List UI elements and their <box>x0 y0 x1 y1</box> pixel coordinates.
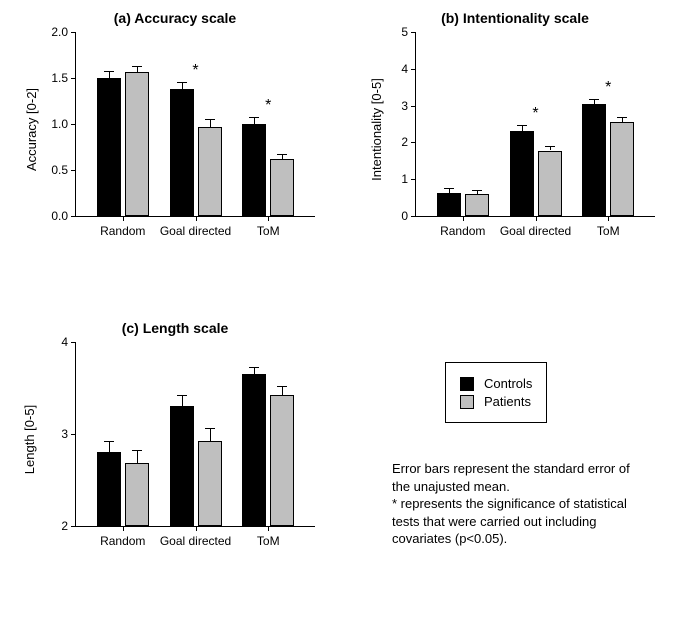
xtick-label: Goal directed <box>160 526 231 548</box>
significance-marker: * <box>605 79 611 97</box>
legend: Controls Patients <box>445 362 547 423</box>
significance-marker: * <box>192 62 198 80</box>
ytick-label: 3 <box>61 427 76 441</box>
bar-controls <box>510 131 534 216</box>
ytick-label: 2.0 <box>51 25 76 39</box>
bar-controls <box>97 78 121 216</box>
ytick-label: 1.0 <box>51 117 76 131</box>
panel-c-title: (c) Length scale <box>20 320 330 336</box>
legend-item-patients: Patients <box>460 394 532 409</box>
xtick-label: ToM <box>257 216 280 238</box>
xtick-label: Random <box>100 526 145 548</box>
bar-controls <box>242 374 266 526</box>
ytick-label: 5 <box>401 25 416 39</box>
xtick-label: Random <box>440 216 485 238</box>
xtick-label: ToM <box>597 216 620 238</box>
bar-controls <box>97 452 121 526</box>
panel-a: (a) Accuracy scale Accuracy [0-2] 0.00.5… <box>20 10 330 232</box>
panel-b: (b) Intentionality scale Intentionality … <box>360 10 670 232</box>
bar-patients <box>125 463 149 526</box>
caption-line: Error bars represent the standard error … <box>392 460 672 478</box>
legend-swatch-patients <box>460 395 474 409</box>
caption-line: the unajusted mean. <box>392 478 672 496</box>
legend-label-controls: Controls <box>484 376 532 391</box>
ytick-label: 2 <box>61 519 76 533</box>
panel-c-ylabel: Length [0-5] <box>22 405 37 474</box>
panel-a-ylabel: Accuracy [0-2] <box>24 88 39 171</box>
bar-controls <box>582 104 606 216</box>
bar-patients <box>198 127 222 216</box>
xtick-label: ToM <box>257 526 280 548</box>
bar-controls <box>170 89 194 216</box>
bar-patients <box>538 151 562 217</box>
caption-line: covariates (p<0.05). <box>392 530 672 548</box>
bar-controls <box>242 124 266 216</box>
significance-marker: * <box>532 105 538 123</box>
panel-c-plot: 234RandomGoal directedToM <box>75 342 315 527</box>
legend-label-patients: Patients <box>484 394 531 409</box>
bar-patients <box>270 159 294 216</box>
caption-line: tests that were carried out including <box>392 513 672 531</box>
bar-patients <box>270 395 294 526</box>
panel-b-plot: 012345RandomGoal directed*ToM* <box>415 32 655 217</box>
panel-b-title: (b) Intentionality scale <box>360 10 670 26</box>
xtick-label: Random <box>100 216 145 238</box>
bar-controls <box>170 406 194 526</box>
caption-line: * represents the significance of statist… <box>392 495 672 513</box>
panel-a-title: (a) Accuracy scale <box>20 10 330 26</box>
ytick-label: 4 <box>61 335 76 349</box>
bar-patients <box>465 194 489 216</box>
legend-item-controls: Controls <box>460 376 532 391</box>
ytick-label: 1.5 <box>51 71 76 85</box>
ytick-label: 4 <box>401 62 416 76</box>
bar-controls <box>437 193 461 216</box>
bar-patients <box>610 122 634 216</box>
ytick-label: 0.0 <box>51 209 76 223</box>
panel-b-ylabel: Intentionality [0-5] <box>369 78 384 181</box>
ytick-label: 0 <box>401 209 416 223</box>
xtick-label: Goal directed <box>500 216 571 238</box>
ytick-label: 3 <box>401 99 416 113</box>
caption: Error bars represent the standard error … <box>392 460 672 548</box>
significance-marker: * <box>265 97 271 115</box>
panel-c: (c) Length scale Length [0-5] 234RandomG… <box>20 320 330 542</box>
panel-a-plot: 0.00.51.01.52.0RandomGoal directed*ToM* <box>75 32 315 217</box>
legend-swatch-controls <box>460 377 474 391</box>
xtick-label: Goal directed <box>160 216 231 238</box>
ytick-label: 0.5 <box>51 163 76 177</box>
bar-patients <box>125 72 149 216</box>
ytick-label: 2 <box>401 135 416 149</box>
ytick-label: 1 <box>401 172 416 186</box>
bar-patients <box>198 441 222 526</box>
